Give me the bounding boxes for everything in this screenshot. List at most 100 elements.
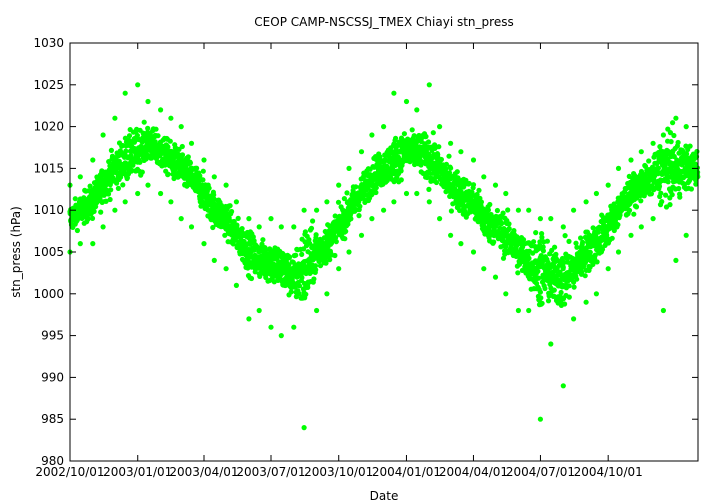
data-point <box>526 255 532 261</box>
data-point-extreme <box>145 98 151 105</box>
data-point <box>578 235 584 241</box>
data-point <box>659 199 665 205</box>
x-tick: 2004/01/01 <box>372 43 441 479</box>
data-point-extreme <box>278 333 284 339</box>
data-point-extreme <box>168 199 174 205</box>
data-point <box>446 153 452 159</box>
data-point <box>579 269 585 275</box>
data-point <box>97 195 103 201</box>
x-tick: 2004/10/01 <box>574 43 643 479</box>
data-point-extreme <box>426 199 432 205</box>
data-point <box>390 167 396 173</box>
data-point-extreme <box>90 241 96 247</box>
data-point <box>656 183 663 189</box>
data-point <box>642 163 649 169</box>
y-tick-label: 1015 <box>33 161 64 175</box>
data-point <box>327 257 333 263</box>
data-point-extreme <box>346 165 352 171</box>
data-point <box>303 291 309 297</box>
data-point <box>187 160 193 166</box>
data-point <box>454 169 460 175</box>
data-point-extreme <box>211 257 217 263</box>
data-point-extreme <box>178 124 184 130</box>
data-point-extreme <box>492 274 499 280</box>
data-point <box>72 196 78 202</box>
data-point-extreme <box>548 341 554 347</box>
data-point <box>574 276 580 282</box>
data-point-extreme <box>301 425 307 431</box>
data-point <box>299 251 305 257</box>
data-point <box>333 239 339 245</box>
data-point <box>542 285 548 292</box>
data-point <box>662 163 668 169</box>
y-axis-label: stn_press (hPa) <box>9 206 23 298</box>
data-point-extreme <box>615 165 622 171</box>
data-point <box>93 204 99 210</box>
data-point <box>251 238 257 244</box>
data-point <box>211 196 217 202</box>
data-point-extreme <box>628 157 634 163</box>
data-point <box>551 293 557 299</box>
data-point <box>430 170 436 176</box>
data-point <box>599 246 606 252</box>
data-point-extreme <box>628 232 634 238</box>
data-point <box>558 289 564 296</box>
data-point <box>357 203 363 209</box>
data-point <box>580 239 586 245</box>
data-point-extreme <box>650 216 656 222</box>
chart-title: CEOP CAMP-NSCSSJ_TMEX Chiayi stn_press <box>254 15 513 29</box>
x-tick: 2003/10/01 <box>304 43 373 479</box>
data-point <box>114 180 120 186</box>
data-point-extreme <box>526 207 532 213</box>
data-point <box>500 210 506 216</box>
data-point-extreme <box>122 199 128 205</box>
data-point <box>677 194 683 200</box>
data-point <box>539 300 545 306</box>
data-point-extreme <box>112 115 118 121</box>
data-point <box>537 239 543 245</box>
data-point <box>544 238 551 244</box>
x-tick: 2004/07/01 <box>506 43 575 479</box>
data-point <box>179 143 185 150</box>
data-point <box>407 159 413 165</box>
data-point <box>393 135 399 141</box>
data-point-extreme <box>437 124 443 130</box>
data-point-extreme <box>414 190 420 197</box>
data-point <box>235 215 241 221</box>
data-point-extreme <box>481 174 487 180</box>
data-point <box>103 198 109 204</box>
data-point <box>587 249 593 255</box>
data-point <box>665 179 671 185</box>
x-tick-label: 2004/10/01 <box>574 465 643 479</box>
data-point-extreme <box>158 107 164 113</box>
data-point-extreme <box>458 149 464 155</box>
data-point-extreme <box>346 249 352 255</box>
data-point <box>684 151 690 157</box>
data-point <box>552 244 558 250</box>
data-point-extreme <box>560 224 566 230</box>
data-point-extreme <box>470 249 477 255</box>
data-point <box>120 182 126 188</box>
data-point-extreme <box>324 199 330 205</box>
data-point <box>540 248 547 254</box>
data-point-extreme <box>178 216 184 222</box>
data-point <box>430 130 436 136</box>
data-point <box>494 207 500 214</box>
data-point-extreme <box>605 266 611 272</box>
data-point <box>229 208 235 215</box>
data-point <box>573 240 579 246</box>
x-tick-label: 2003/04/01 <box>169 465 238 479</box>
data-point-extreme <box>168 115 174 121</box>
data-point <box>595 229 602 235</box>
data-point-extreme <box>158 190 164 197</box>
data-point <box>179 152 186 158</box>
data-point-extreme <box>211 174 217 180</box>
data-point-extreme <box>223 182 229 188</box>
data-point-extreme <box>268 216 274 222</box>
data-point-extreme <box>381 207 387 213</box>
data-point-extreme <box>503 190 509 197</box>
data-point-extreme <box>414 107 420 113</box>
data-point <box>348 216 354 222</box>
y-tick-label: 1000 <box>33 287 64 301</box>
data-point-extreme <box>593 190 600 197</box>
